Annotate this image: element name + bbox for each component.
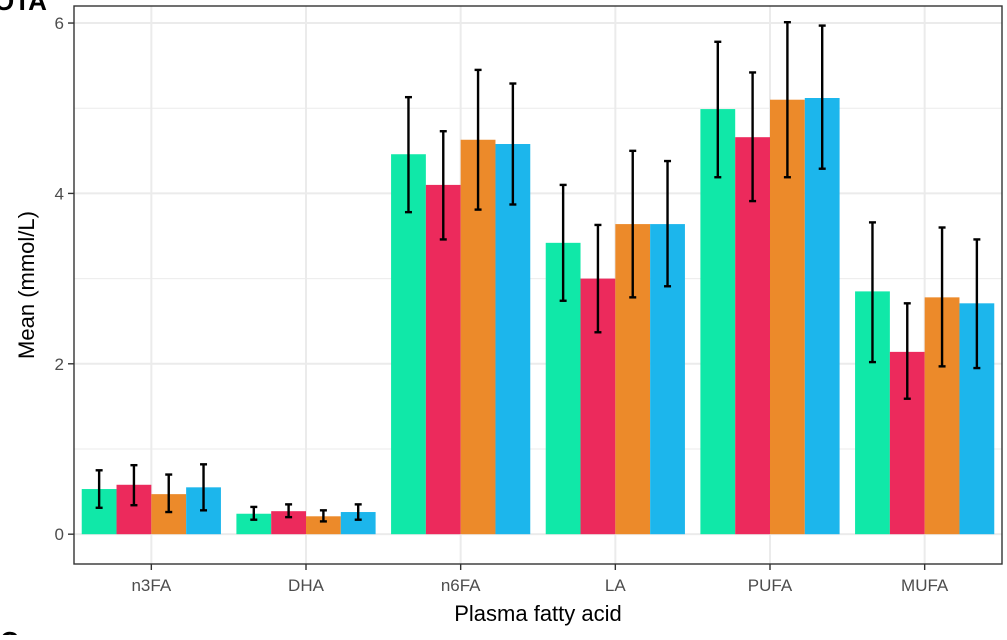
bar [271,511,306,535]
x-axis-title: Plasma fatty acid [454,601,622,626]
bar [700,109,736,535]
panel-tag-top: OTA [0,0,47,16]
x-tick-label: PUFA [748,576,793,595]
y-axis-title: Mean (mmol/L) [14,211,39,359]
bar [306,516,341,535]
panel-tag-bottom: C [0,626,19,635]
y-tick-label: 2 [55,355,64,374]
x-tick-label: n3FA [131,576,171,595]
bar [236,513,272,535]
y-tick-label: 6 [55,14,64,33]
y-tick-label: 4 [55,184,64,203]
x-tick-label: n6FA [441,576,481,595]
x-tick-label: LA [605,576,626,595]
panel-border [73,5,1003,565]
error-bars [95,20,981,523]
x-tick-label: MUFA [901,576,949,595]
bar [804,98,840,535]
x-tick-label: DHA [288,576,325,595]
bar [735,137,770,535]
bars [81,98,995,535]
bar [391,154,426,535]
y-tick-label: 0 [55,525,64,544]
axes: 0 2 4 6 n3FA DHA n6FA LA PUFA MUFA [55,14,949,595]
bar [340,512,376,535]
bar [425,184,461,535]
bar [495,144,531,535]
